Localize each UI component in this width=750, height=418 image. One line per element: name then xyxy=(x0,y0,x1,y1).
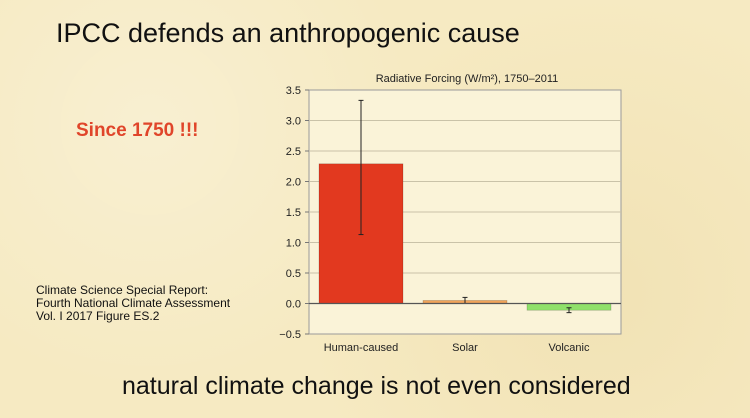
footer-caption: natural climate change is not even consi… xyxy=(122,372,631,400)
slide-title: IPCC defends an anthropogenic cause xyxy=(56,18,520,48)
source-citation: Climate Science Special Report: Fourth N… xyxy=(36,284,230,323)
error-bars xyxy=(358,99,572,314)
y-tick-label: 2.5 xyxy=(286,146,301,158)
source-line: Vol. I 2017 Figure ES.2 xyxy=(36,309,160,323)
y-tick-label: 3.5 xyxy=(286,85,301,97)
y-tick-label: −0.5 xyxy=(279,329,301,341)
y-axis-ticks: −0.5 0.0 0.5 1.0 1.5 2.0 2.5 3.0 3.5 xyxy=(279,85,309,341)
y-tick-label: 1.0 xyxy=(286,238,301,250)
y-tick-label: 0.5 xyxy=(286,268,301,280)
x-axis-labels: Human-caused Solar Volcanic xyxy=(309,302,621,354)
y-tick-label: 1.5 xyxy=(286,207,301,219)
x-tick-label: Volcanic xyxy=(549,342,590,354)
x-tick-label: Solar xyxy=(452,342,478,354)
y-tick-label: 3.0 xyxy=(286,116,301,128)
chart-title: Radiative Forcing (W/m²), 1750–2011 xyxy=(376,73,559,85)
source-line: Fourth National Climate Assessment xyxy=(36,296,231,310)
y-tick-label: 0.0 xyxy=(286,299,301,311)
source-line: Climate Science Special Report: xyxy=(36,283,209,297)
since-1750-annotation: Since 1750 !!! xyxy=(76,120,199,141)
x-tick-label: Human-caused xyxy=(324,342,399,354)
y-tick-label: 2.0 xyxy=(286,177,301,189)
